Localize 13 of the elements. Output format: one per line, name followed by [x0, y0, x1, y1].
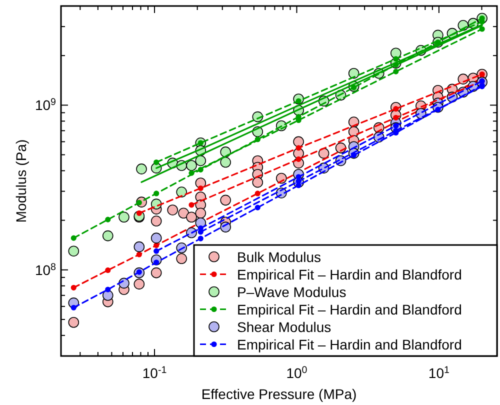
legend-label: Empirical Fit – Hardin and Blandford	[237, 336, 462, 352]
y-tick-label: 10$^{9}$	[34, 96, 56, 114]
y-tick-label: 10$^{8}$	[34, 261, 57, 278]
x-tick-label: 10$^{-1}$	[142, 364, 167, 381]
legend-label: Bulk Modulus	[237, 248, 322, 265]
legend-label: Empirical Fit – Hardin and Blandford	[237, 301, 462, 318]
legend-label: P–Wave Modulus	[237, 284, 346, 300]
x-axis-title: Effective Pressure (MPa)	[201, 386, 357, 402]
legend-label: Empirical Fit – Hardin and Blandford	[237, 266, 462, 282]
y-axis-title: Modulus (Pa)	[13, 139, 29, 223]
x-tick-label: 10$^{0}$	[286, 364, 308, 381]
x-tick-label: 10$^{1}$	[428, 364, 450, 381]
legend-label: Shear Modulus	[237, 318, 332, 335]
